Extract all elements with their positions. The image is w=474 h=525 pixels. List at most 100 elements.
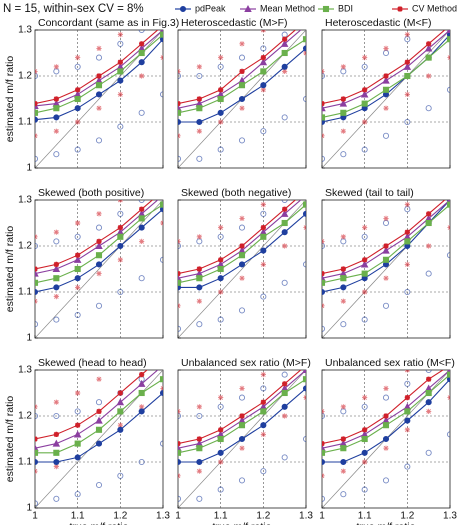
bound-marker (340, 64, 346, 70)
bound-marker (95, 481, 103, 489)
point (260, 408, 267, 415)
point (138, 389, 145, 397)
bound-marker (382, 132, 390, 139)
point (360, 90, 369, 98)
bound-marker (426, 73, 432, 79)
bound-marker (95, 54, 103, 61)
bound-marker (238, 54, 246, 61)
point (238, 95, 246, 103)
point (281, 49, 288, 57)
legend-label: BDI (338, 3, 353, 13)
bound-marker (117, 91, 123, 97)
point (426, 376, 432, 382)
y-tick-label: 1.1 (18, 457, 32, 468)
point (75, 422, 81, 428)
point (178, 274, 182, 282)
bound-marker (238, 307, 246, 314)
point (218, 427, 224, 433)
bound-marker (362, 289, 368, 295)
bound-marker (178, 473, 181, 479)
bound-marker (139, 404, 145, 410)
bound-marker (447, 340, 452, 345)
bound-marker (260, 45, 267, 52)
y-axis-label: estimated m/f ratio (4, 56, 16, 143)
bound-marker (340, 404, 346, 410)
bound-marker (35, 298, 38, 304)
point (260, 82, 267, 89)
point (238, 422, 246, 429)
point (383, 243, 389, 249)
bound-marker (239, 41, 245, 47)
bound-marker (404, 202, 410, 208)
point (403, 62, 412, 70)
point (160, 192, 166, 198)
bound-marker (303, 184, 308, 189)
point (35, 116, 39, 123)
point (426, 211, 432, 217)
point (95, 440, 103, 447)
point (282, 381, 288, 387)
plot-area (322, 340, 452, 508)
y-axis-label: estimated m/f ratio (4, 396, 16, 483)
point (217, 275, 224, 282)
panel: 1 1.1 1.2 1.3 Skewed (both positive) estimate… (4, 187, 166, 344)
point (35, 444, 39, 452)
panel-title: Skewed (tail to tail) (325, 187, 414, 199)
bound-marker (260, 202, 266, 208)
bound-marker (218, 55, 224, 61)
point (382, 86, 390, 93)
point (95, 261, 103, 268)
bound-marker (404, 288, 411, 296)
point (282, 36, 288, 42)
bound-marker (426, 188, 431, 193)
bound-marker (35, 68, 38, 74)
point (74, 95, 81, 103)
bound-marker (96, 105, 102, 111)
bound-marker (53, 128, 59, 134)
point (35, 269, 39, 277)
point (35, 288, 39, 296)
bound-marker (281, 200, 288, 204)
point (302, 376, 306, 383)
point (382, 76, 390, 84)
bound-marker (218, 225, 224, 231)
bound-marker (340, 234, 346, 240)
bound-marker (74, 146, 81, 153)
bound-marker (322, 242, 326, 250)
bound-marker (383, 105, 389, 111)
point (425, 54, 432, 61)
bound-marker (281, 279, 288, 286)
bound-marker (75, 55, 81, 61)
bound-marker (281, 114, 288, 121)
bound-marker (196, 412, 203, 420)
point (447, 193, 452, 198)
point (259, 58, 268, 66)
bound-marker (281, 371, 288, 378)
bound-marker (340, 128, 346, 134)
bound-marker (218, 395, 224, 401)
bound-marker (361, 146, 368, 153)
panel: 1 1.1 1.2 1.3 Concordant (same as in Fig.3) e… (4, 17, 179, 174)
point (218, 257, 224, 263)
bound-marker (239, 215, 245, 221)
bound-marker (282, 243, 288, 249)
y-tick-label: 1.1 (18, 117, 32, 128)
point (260, 233, 267, 240)
point (52, 439, 61, 447)
bound-marker (322, 238, 325, 244)
legend-marker (244, 5, 252, 13)
bound-marker (35, 468, 38, 474)
point (35, 436, 38, 442)
bound-marker (361, 316, 368, 323)
y-tick-label: 1.2 (18, 241, 32, 252)
bound-marker (425, 105, 432, 112)
bound-marker (96, 376, 102, 382)
point (238, 252, 246, 259)
point (322, 271, 325, 277)
point (96, 238, 102, 244)
bound-marker (425, 370, 432, 374)
point (322, 118, 326, 126)
bound-marker (362, 459, 368, 465)
bound-marker (322, 72, 326, 80)
bound-marker (75, 390, 81, 396)
